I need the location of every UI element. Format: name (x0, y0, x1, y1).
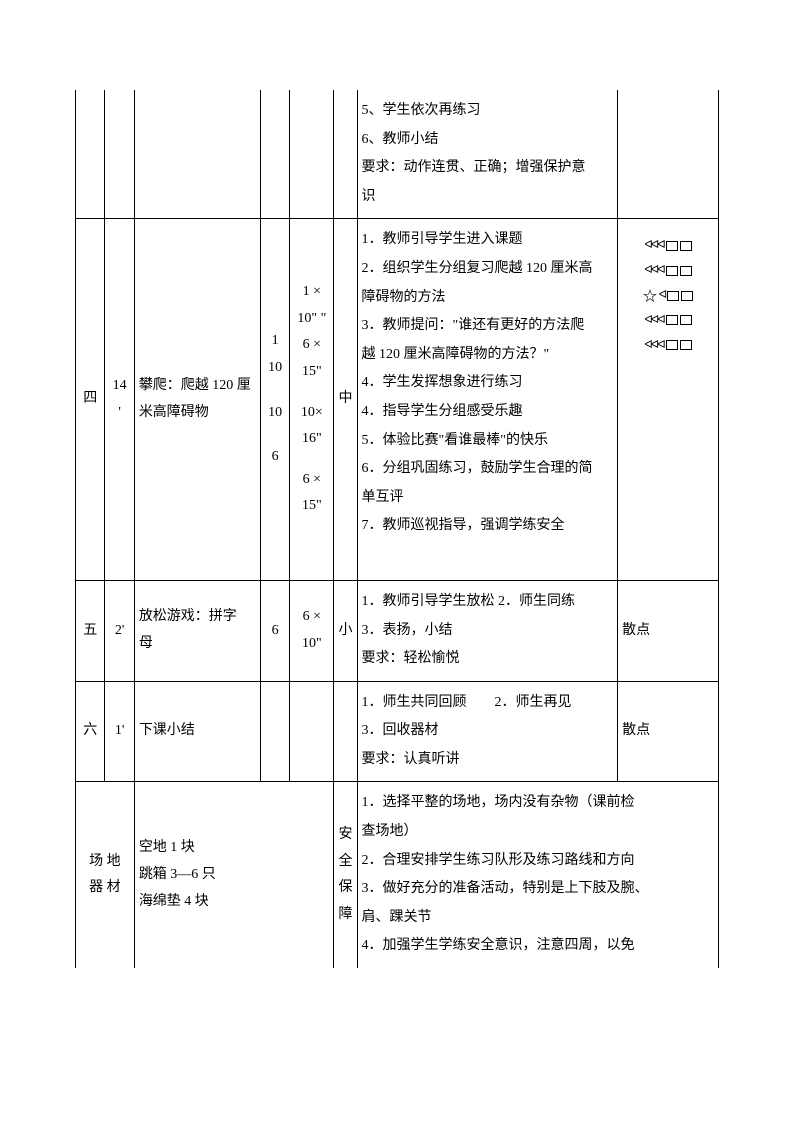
formation-diagram: ᐊᐊᐊ ᐊᐊᐊ ᐊ ᐊᐊᐊ ᐊᐊᐊ (618, 219, 719, 581)
reps-col: 6 (260, 580, 289, 681)
section-time: 1' (105, 681, 134, 782)
star-icon (643, 289, 657, 303)
table-row: 场 地 器 材 空地 1 块 跳箱 3—6 只 海绵垫 4 块 安 全 保 障 … (76, 782, 719, 968)
equipment-label: 场 地 器 材 (76, 782, 135, 968)
durations-col: 1 × 10" " 6 × 15" 10× 16" 6 × 15" (290, 219, 334, 581)
safety-label: 安 全 保 障 (334, 782, 357, 968)
content-cell: 1．教师引导学生放松 2．师生同练 3．表扬，小结 要求：轻松愉悦 (357, 580, 618, 681)
table-row: 四 14 ' 攀爬：爬越 120 厘米高障碍物 1 10 10 6 1 × 10… (76, 219, 719, 581)
table-row: 六 1' 下课小结 1．师生共同回顾 2．师生再见 3．回收器材 要求：认真听讲… (76, 681, 719, 782)
section-number: 四 (76, 219, 105, 581)
content-cell: 1．教师引导学生进入课题 2．组织学生分组复习爬越 120 厘米高 障碍物的方法… (357, 219, 618, 581)
lesson-plan-table: 5、学生依次再练习 6、教师小结 要求：动作连贯、正确；增强保护意 识 四 14… (75, 90, 719, 968)
activity-name: 下课小结 (134, 681, 260, 782)
equipment-list: 空地 1 块 跳箱 3—6 只 海绵垫 4 块 (134, 782, 334, 968)
section-number: 六 (76, 681, 105, 782)
section-time: 14 ' (105, 219, 134, 581)
section-time: 2' (105, 580, 134, 681)
safety-content: 1．选择平整的场地，场内没有杂物（课前检 查场地） 2．合理安排学生练习队形及练… (357, 782, 718, 968)
activity-name: 放松游戏：拼字 母 (134, 580, 260, 681)
durations-col: 6 × 10" (290, 580, 334, 681)
table-row: 5、学生依次再练习 6、教师小结 要求：动作连贯、正确；增强保护意 识 (76, 90, 719, 219)
formation: 散点 (618, 580, 719, 681)
content-cell: 5、学生依次再练习 6、教师小结 要求：动作连贯、正确；增强保护意 识 (357, 90, 618, 219)
activity-name: 攀爬：爬越 120 厘米高障碍物 (134, 219, 260, 581)
section-number: 五 (76, 580, 105, 681)
content-cell: 1．师生共同回顾 2．师生再见 3．回收器材 要求：认真听讲 (357, 681, 618, 782)
formation: 散点 (618, 681, 719, 782)
table-row: 五 2' 放松游戏：拼字 母 6 6 × 10" 小 1．教师引导学生放松 2．… (76, 580, 719, 681)
intensity: 小 (334, 580, 357, 681)
intensity: 中 (334, 219, 357, 581)
reps-col: 1 10 10 6 (260, 219, 289, 581)
